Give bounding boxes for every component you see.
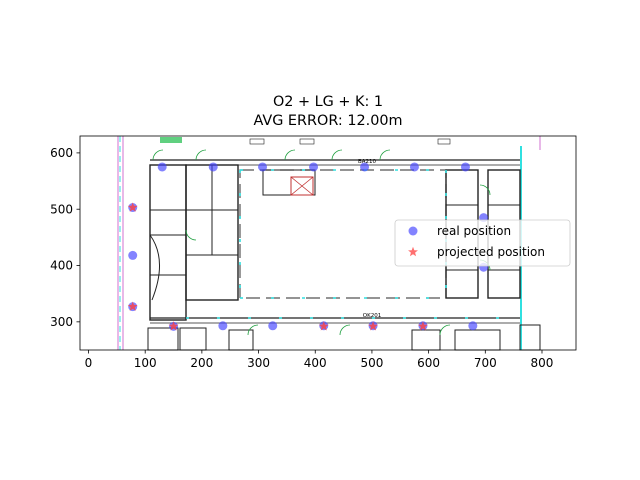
x-tick-label: 600: [417, 356, 440, 370]
legend-marker-real: [408, 226, 418, 236]
real-position-point: [128, 250, 138, 260]
axis-ticks: 0 100 200 300 400 500 600 700 800 300 400 500 600: [50, 146, 553, 370]
x-tick-label: 700: [474, 356, 497, 370]
real-position-point: [258, 162, 268, 172]
legend-label-projected: projected position: [437, 245, 545, 259]
projected-position-point: [127, 202, 138, 212]
legend: real position projected position: [394, 219, 571, 267]
real-position-point: [468, 321, 478, 331]
x-tick-label: 300: [247, 356, 270, 370]
room-label-ok201: OK201: [363, 313, 381, 319]
x-tick-label: 0: [85, 356, 93, 370]
projected-position-point: [318, 321, 329, 331]
real-position-point: [409, 162, 419, 172]
real-position-point: [360, 162, 370, 172]
projected-position-point: [127, 301, 138, 311]
real-position-point: [157, 162, 167, 172]
chart-title-line-2: AVG ERROR: 12.00m: [253, 113, 402, 129]
y-tick-label: 600: [50, 146, 73, 160]
real-position-point: [208, 162, 218, 172]
real-position-point: [460, 162, 470, 172]
y-tick-label: 500: [50, 202, 73, 216]
x-tick-label: 200: [190, 356, 213, 370]
projected-position-point: [168, 321, 179, 331]
x-tick-label: 100: [134, 356, 157, 370]
projected-position-point: [418, 321, 428, 331]
real-position-point: [309, 162, 319, 172]
data-points: [127, 162, 489, 331]
legend-box: [394, 219, 571, 267]
axes-frame: [79, 135, 577, 351]
real-position-point: [268, 321, 278, 331]
x-tick-label: 500: [360, 356, 383, 370]
y-tick-label: 300: [50, 315, 73, 329]
legend-marker-projected: [408, 246, 418, 257]
legend-label-real: real position: [437, 224, 511, 238]
projected-position-point: [368, 321, 379, 331]
room-label-ba210: BA210: [358, 159, 377, 165]
real-position-point: [218, 321, 228, 331]
x-tick-label: 800: [531, 356, 554, 370]
x-tick-label: 400: [304, 356, 327, 370]
y-tick-label: 400: [50, 259, 73, 273]
chart-title-line-1: O2 + LG + K: 1: [273, 94, 383, 110]
